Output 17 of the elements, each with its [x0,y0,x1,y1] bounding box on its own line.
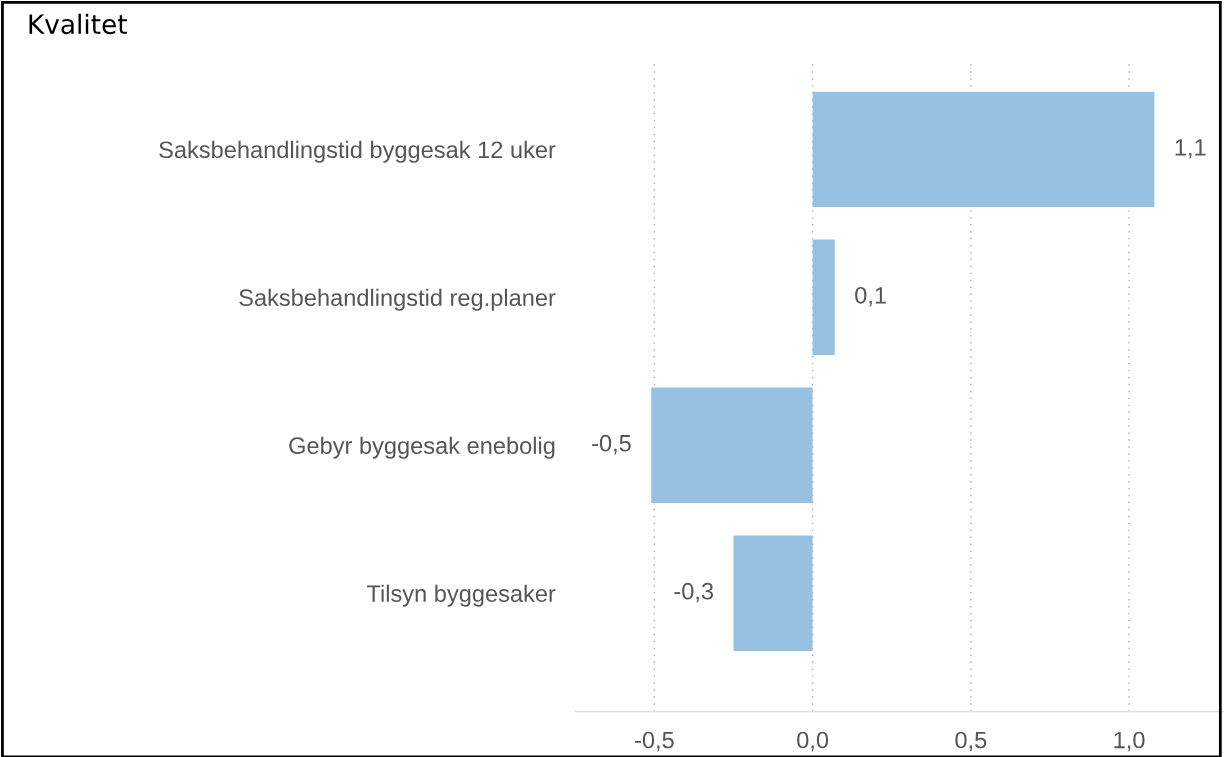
x-tick-label: -0,5 [635,731,674,752]
y-tick-label: Saksbehandlingstid reg.planer [239,288,556,311]
bar [651,387,813,503]
x-tick-label: 0,5 [955,731,987,752]
data-label: -0,5 [592,434,631,455]
x-tick-label: 1,0 [1114,731,1145,752]
x-tick-label: 0,0 [797,731,829,752]
y-tick-label: Gebyr byggesak enebolig [289,436,555,459]
data-label: 1,1 [1175,139,1206,159]
data-label: -0,3 [674,582,714,603]
bar [812,239,835,355]
bar [733,535,813,651]
bar [812,91,1155,208]
data-label: 0,1 [855,286,886,307]
text: Kvalitet [29,13,127,35]
y-tick-label: Saksbehandlingstid byggesak 12 uker [159,140,556,163]
y-tick-label: Tilsyn byggesaker [366,584,556,607]
